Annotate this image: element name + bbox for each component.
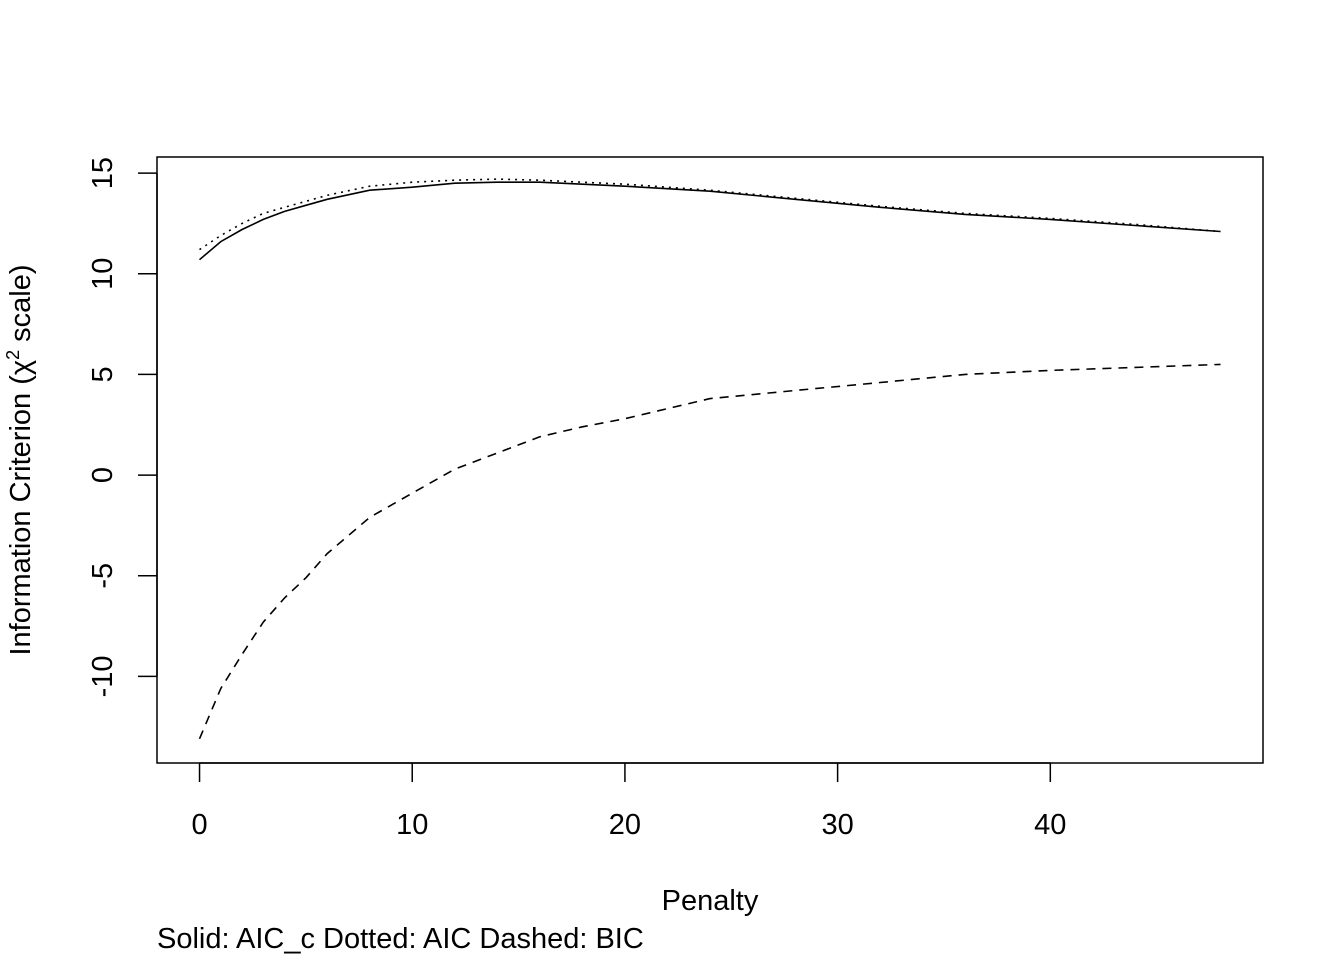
y-axis: -10 -5 0 5 10 15 (87, 157, 158, 697)
x-axis: 0 10 20 30 40 (191, 762, 1066, 841)
x-axis-label: Penalty (662, 885, 759, 917)
x-tick-label: 0 (191, 809, 207, 841)
x-tick-label: 30 (821, 809, 853, 841)
series-line-solid (198, 181, 1221, 261)
y-tick-label: 5 (87, 366, 119, 382)
series-line-dashed (198, 363, 1221, 740)
series-layer (198, 178, 1221, 740)
y-tick-label: 15 (87, 157, 119, 189)
y-tick-label: 10 (87, 258, 119, 290)
series-line-dotted (199, 178, 1221, 251)
y-tick-label: -5 (87, 563, 119, 589)
x-tick-label: 10 (396, 809, 428, 841)
plot-frame (156, 156, 1264, 764)
y-tick-label: 0 (87, 467, 119, 483)
y-axis-label: Information Criterion (χ2 scale) (3, 264, 37, 655)
y-tick-label: -10 (87, 655, 119, 697)
x-tick-label: 40 (1034, 809, 1066, 841)
caption: Solid: AIC_c Dotted: AIC Dashed: BIC (157, 923, 644, 955)
y-axis-label-main: Information Criterion ( (5, 375, 37, 656)
x-tick-label: 20 (609, 809, 641, 841)
y-axis-label-sup: 2 (3, 350, 23, 360)
y-axis-label-rest: scale) (5, 264, 37, 349)
y-axis-label-chi: χ (5, 360, 37, 375)
